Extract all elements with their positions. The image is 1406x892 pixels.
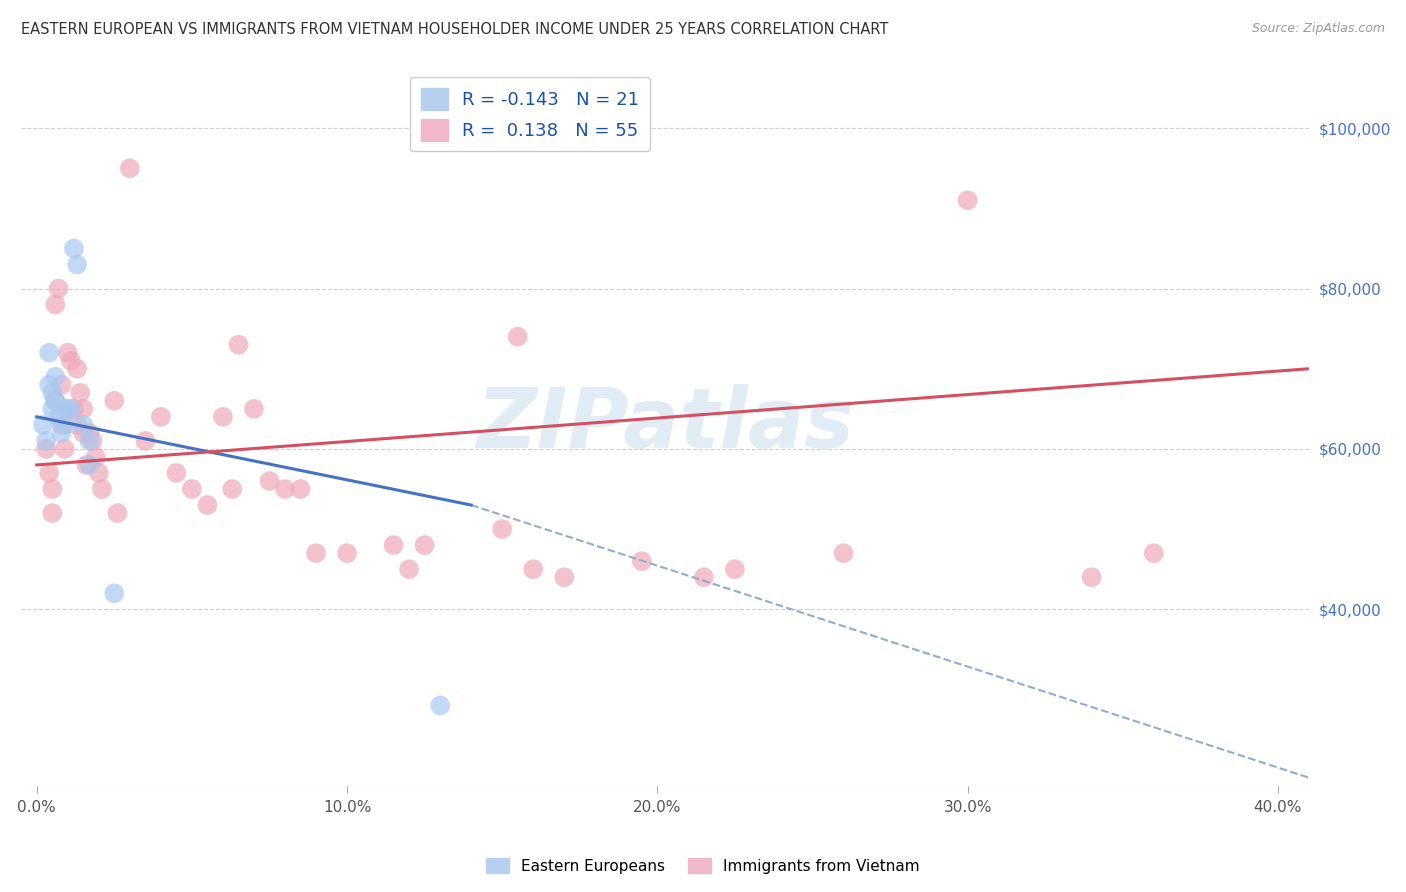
Point <box>336 546 359 560</box>
Text: ZIPatlas: ZIPatlas <box>477 384 853 466</box>
Point <box>398 562 420 576</box>
Point <box>259 474 281 488</box>
Point <box>38 377 60 392</box>
Point <box>149 409 172 424</box>
Point <box>118 161 141 176</box>
Legend: Eastern Europeans, Immigrants from Vietnam: Eastern Europeans, Immigrants from Vietn… <box>479 852 927 880</box>
Point <box>44 297 66 311</box>
Point <box>69 385 91 400</box>
Point <box>44 393 66 408</box>
Point <box>491 522 513 536</box>
Point <box>44 393 66 408</box>
Point <box>63 401 86 416</box>
Point <box>82 434 104 448</box>
Point <box>1143 546 1166 560</box>
Point <box>79 425 101 440</box>
Point <box>305 546 328 560</box>
Point <box>38 466 60 480</box>
Point <box>59 353 82 368</box>
Point <box>72 401 94 416</box>
Point <box>66 417 89 432</box>
Point <box>197 498 219 512</box>
Point <box>56 345 79 359</box>
Point <box>180 482 202 496</box>
Point <box>72 417 94 432</box>
Point <box>32 417 55 432</box>
Point <box>79 458 101 472</box>
Point <box>382 538 405 552</box>
Point <box>66 258 89 272</box>
Point <box>41 401 63 416</box>
Point <box>53 417 76 432</box>
Point <box>41 482 63 496</box>
Point <box>35 434 58 448</box>
Point <box>956 194 979 208</box>
Point <box>56 401 79 416</box>
Point <box>724 562 747 576</box>
Point <box>1080 570 1102 584</box>
Point <box>53 401 76 416</box>
Point <box>212 409 235 424</box>
Point <box>44 369 66 384</box>
Point <box>522 562 544 576</box>
Point <box>72 425 94 440</box>
Point <box>221 482 243 496</box>
Point <box>290 482 312 496</box>
Point <box>41 385 63 400</box>
Text: Source: ZipAtlas.com: Source: ZipAtlas.com <box>1251 22 1385 36</box>
Point <box>51 425 73 440</box>
Point <box>165 466 187 480</box>
Text: EASTERN EUROPEAN VS IMMIGRANTS FROM VIETNAM HOUSEHOLDER INCOME UNDER 25 YEARS CO: EASTERN EUROPEAN VS IMMIGRANTS FROM VIET… <box>21 22 889 37</box>
Point <box>832 546 855 560</box>
Point <box>630 554 652 568</box>
Point <box>693 570 716 584</box>
Point <box>228 337 250 351</box>
Point <box>413 538 436 552</box>
Point <box>243 401 266 416</box>
Point <box>87 466 110 480</box>
Legend: R = -0.143   N = 21, R =  0.138   N = 55: R = -0.143 N = 21, R = 0.138 N = 55 <box>409 77 650 152</box>
Point <box>553 570 575 584</box>
Point <box>53 442 76 456</box>
Point <box>429 698 451 713</box>
Point <box>66 361 89 376</box>
Point <box>41 506 63 520</box>
Point <box>35 442 58 456</box>
Point <box>103 586 125 600</box>
Point <box>90 482 112 496</box>
Point <box>38 345 60 359</box>
Point <box>103 393 125 408</box>
Point <box>134 434 156 448</box>
Point <box>51 377 73 392</box>
Point <box>48 409 70 424</box>
Point <box>84 450 107 464</box>
Point <box>75 458 97 472</box>
Point <box>51 417 73 432</box>
Point <box>274 482 297 496</box>
Point <box>107 506 129 520</box>
Point <box>79 434 101 448</box>
Point <box>48 281 70 295</box>
Point <box>506 329 529 343</box>
Point <box>63 242 86 256</box>
Point <box>59 401 82 416</box>
